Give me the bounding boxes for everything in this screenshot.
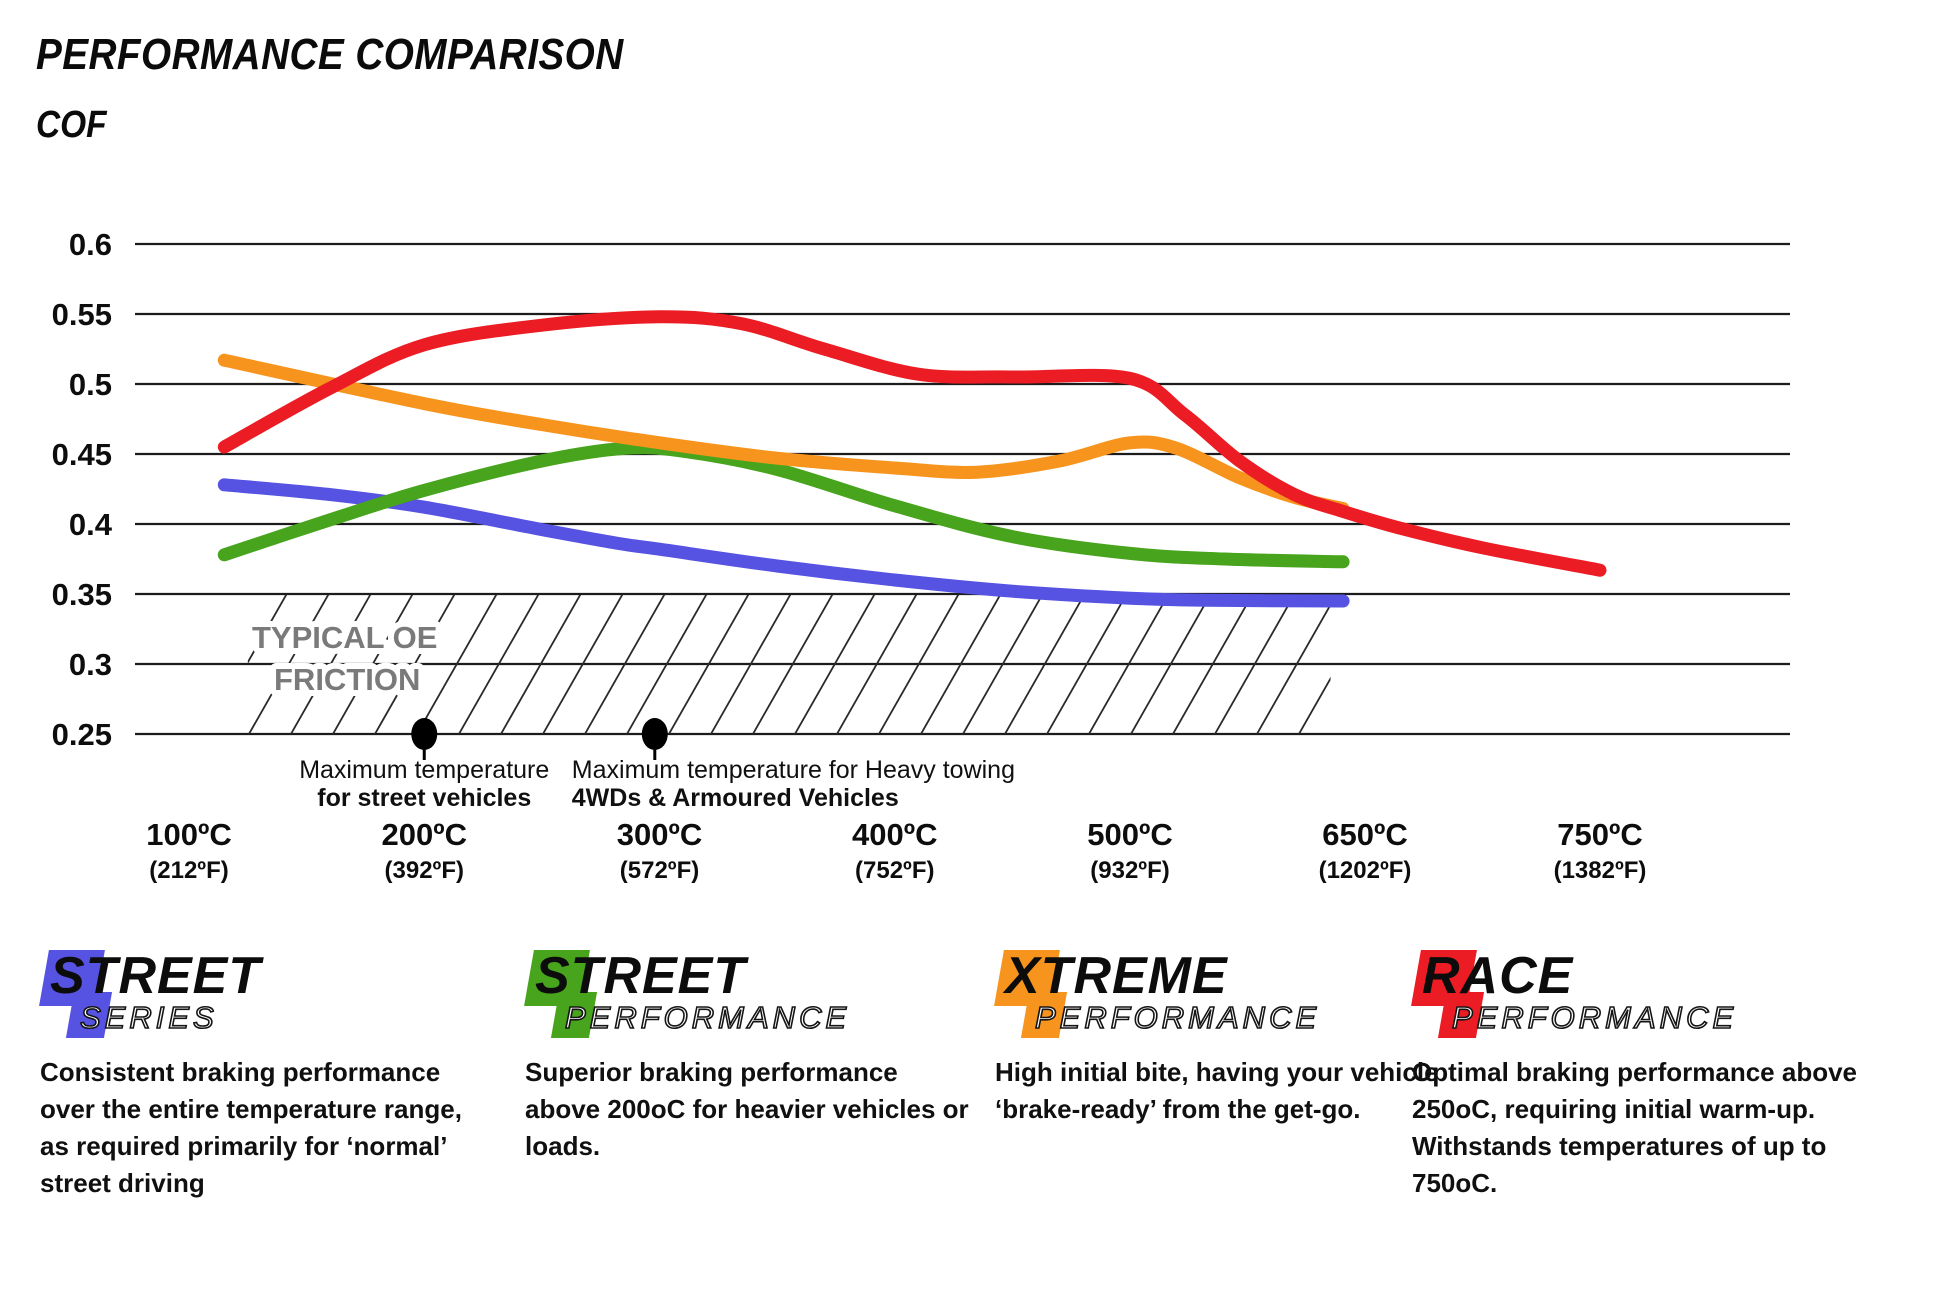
annotation-line2: for street vehicles: [317, 784, 531, 812]
legend-item-race-performance: RACE PERFORMANCE Optimal braking perform…: [1411, 947, 1860, 1202]
x-tick-sublabel: (392ºF): [385, 857, 464, 884]
x-tick-sublabel: (212ºF): [149, 857, 228, 884]
svg-text:TYPICAL OE: TYPICAL OE: [252, 620, 437, 655]
y-tick-label: 0.5: [69, 367, 112, 402]
cof-axis-title: COF: [36, 104, 107, 146]
series-line-street-series: [217, 478, 1350, 608]
brand-subname: SERIES: [79, 999, 218, 1036]
y-axis-labels: 0.6 0.55 0.5 0.45 0.4 0.35 0.3 0.25: [52, 227, 113, 752]
brand-name: STREET: [535, 947, 747, 1005]
street-performance-logo: STREET PERFORMANCE: [524, 947, 973, 1048]
oe-friction-band: [247, 595, 1331, 734]
street-series-logo: STREET SERIES: [39, 947, 488, 1048]
y-tick-label: 0.4: [69, 507, 113, 542]
x-tick-sublabel: (1382ºF): [1554, 857, 1647, 884]
legend-item-street-performance: STREET PERFORMANCE Superior braking perf…: [524, 947, 973, 1165]
x-axis-labels: 100ºC (212ºF) 200ºC (392ºF) 300ºC (572ºF) 400º…: [146, 817, 1646, 884]
legend-item-xtreme-performance: XTREME PERFORMANCE High initial bite, ha…: [994, 947, 1443, 1128]
y-tick-label: 0.45: [52, 437, 112, 472]
oe-friction-label: TYPICAL OE FRICTION: [246, 614, 443, 703]
y-tick-label: 0.25: [52, 717, 112, 752]
x-tick-sublabel: (1202ºF): [1319, 857, 1412, 884]
brand-subname: PERFORMANCE: [1451, 999, 1738, 1036]
legend-item-street-series: STREET SERIES Consistent braking perform…: [39, 947, 488, 1202]
max-temp-marker: [641, 718, 668, 750]
annotation-line2: 4WDs & Armoured Vehicles: [572, 784, 899, 812]
series-line-street-performance: [217, 441, 1350, 569]
series-line-xtreme-performance: [217, 353, 1350, 516]
svg-text:FRICTION: FRICTION: [274, 662, 420, 697]
max-temp-marker: [411, 718, 438, 750]
brand-subname: PERFORMANCE: [564, 999, 851, 1036]
brand-name: STREET: [50, 947, 262, 1005]
xtreme-performance-logo: XTREME PERFORMANCE: [994, 947, 1443, 1048]
series-description: Consistent braking performance over the …: [40, 1057, 462, 1198]
brand-name: RACE: [1422, 947, 1574, 1005]
x-tick-label: 500ºC: [1087, 817, 1172, 852]
x-tick-sublabel: (932ºF): [1090, 857, 1169, 884]
x-tick-label: 650ºC: [1322, 817, 1407, 852]
x-tick-label: 200ºC: [382, 817, 467, 852]
x-tick-label: 400ºC: [852, 817, 937, 852]
brand-subname: PERFORMANCE: [1034, 999, 1321, 1036]
y-tick-label: 0.3: [69, 647, 112, 682]
y-tick-label: 0.6: [69, 227, 112, 262]
annotation-line1: Maximum temperature: [299, 756, 549, 784]
x-tick-label: 750ºC: [1557, 817, 1642, 852]
series-description: High initial bite, having your vehicle ‘…: [995, 1057, 1439, 1124]
race-performance-logo: RACE PERFORMANCE: [1411, 947, 1860, 1048]
page-title: PERFORMANCE COMPARISON: [36, 30, 624, 79]
series-line-race-performance: [217, 310, 1607, 577]
annotation-line1: Maximum temperature for Heavy towing: [572, 756, 1015, 784]
series-description: Superior braking performance above 200oC…: [525, 1057, 969, 1161]
x-tick-label: 300ºC: [617, 817, 702, 852]
series-description: Optimal braking performance above 250oC,…: [1412, 1057, 1858, 1198]
x-tick-label: 100ºC: [146, 817, 231, 852]
x-tick-sublabel: (572ºF): [620, 857, 699, 884]
y-tick-label: 0.35: [52, 577, 112, 612]
brand-name: XTREME: [1005, 947, 1228, 1005]
y-tick-label: 0.55: [52, 297, 112, 332]
x-tick-sublabel: (752ºF): [855, 857, 934, 884]
